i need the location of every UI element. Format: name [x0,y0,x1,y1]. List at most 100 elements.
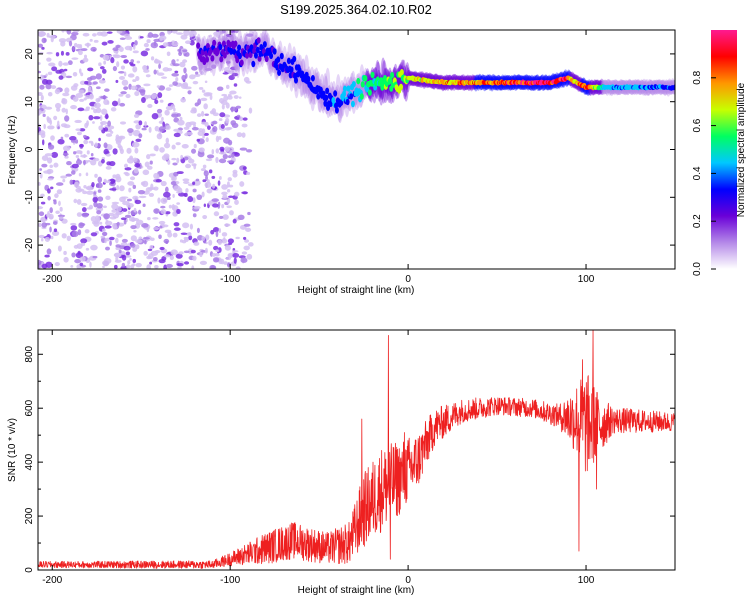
noise-blob [38,91,43,96]
noise-blob [42,139,45,146]
noise-blob [151,33,159,38]
noise-blob [127,128,134,133]
noise-blob [228,242,233,246]
noise-blob [127,210,131,215]
noise-blob [211,175,216,179]
noise-blob [130,217,136,223]
noise-blob [126,147,132,154]
noise-blob [99,66,105,70]
noise-blob [50,186,54,190]
noise-blob [132,66,138,73]
noise-blob [93,194,97,198]
noise-blob [73,42,78,48]
tone-cell [300,70,305,77]
noise-blob [86,190,94,195]
noise-blob [146,65,149,70]
tone-cell [277,69,282,76]
noise-blob [47,91,53,97]
noise-blob [228,195,234,199]
noise-blob [97,189,102,193]
spectrogram-y-tick-label: -10 [24,190,35,205]
noise-blob [80,202,88,207]
noise-blob [54,193,59,199]
noise-blob [46,157,53,164]
noise-blob [94,173,98,178]
spectrogram-x-tick-label: -100 [220,274,240,285]
noise-blob [102,205,107,209]
noise-blob [106,100,110,105]
noise-blob [214,252,220,257]
figure-title: S199.2025.364.02.10.R02 [280,2,432,17]
tone-cell [345,98,350,106]
noise-blob [64,155,69,159]
noise-blob [149,153,156,157]
noise-blob [207,125,211,130]
spectrogram-y-label: Frequency (Hz) [7,116,18,185]
noise-blob [60,50,64,56]
colorbar-tick-label: 0.4 [692,166,703,180]
noise-blob [148,192,155,197]
noise-blob [135,124,141,130]
noise-blob [185,163,192,169]
noise-blob [135,138,142,142]
noise-blob [171,59,176,65]
noise-blob [85,172,89,177]
noise-blob [38,31,42,36]
noise-blob [177,266,182,269]
noise-blob [167,231,173,238]
noise-blob [38,132,41,136]
noise-blob [183,261,190,265]
noise-blob [137,209,142,215]
noise-blob [143,83,151,87]
tone-cell [316,93,321,100]
spectrogram-y-tick-label: 20 [24,48,35,60]
noise-blob [227,155,232,159]
noise-blob [65,173,72,177]
noise-blob [107,120,111,127]
noise-blob [232,253,240,258]
noise-blob [60,123,68,128]
noise-blob [180,232,188,235]
tone-cell [318,86,323,94]
noise-blob [231,122,239,129]
noise-blob [83,139,89,145]
noise-blob [154,125,160,132]
noise-blob [223,66,231,73]
noise-blob [183,67,187,74]
tone-cell [245,52,250,59]
tone-cell [323,100,328,107]
noise-blob [126,157,135,164]
noise-blob [143,42,149,48]
noise-blob [54,262,60,267]
noise-blob [62,178,66,183]
noise-blob [43,123,46,130]
noise-blob [235,266,241,269]
tone-cell [306,75,311,83]
noise-blob [176,208,181,214]
tone-cell [200,49,205,56]
noise-blob [104,220,113,226]
noise-blob [203,203,207,208]
noise-blob [105,195,111,201]
noise-blob [196,227,200,233]
noise-blob [116,185,120,191]
tone-cell [276,56,281,63]
noise-blob [201,121,207,125]
noise-blob [130,243,136,248]
noise-blob [124,167,132,171]
noise-blob [212,120,218,125]
noise-blob [77,107,85,112]
noise-blob [156,72,165,76]
noise-blob [221,35,225,42]
noise-blob [146,39,151,44]
noise-blob [219,146,225,152]
snr-frame [37,329,676,571]
noise-blob [131,210,134,216]
noise-blob [171,157,177,161]
noise-blob [176,32,183,35]
noise-blob [204,247,208,254]
noise-blob [185,188,189,193]
noise-blob [243,223,251,227]
snr-y-tick-label: 800 [24,345,35,362]
noise-blob [103,213,110,220]
